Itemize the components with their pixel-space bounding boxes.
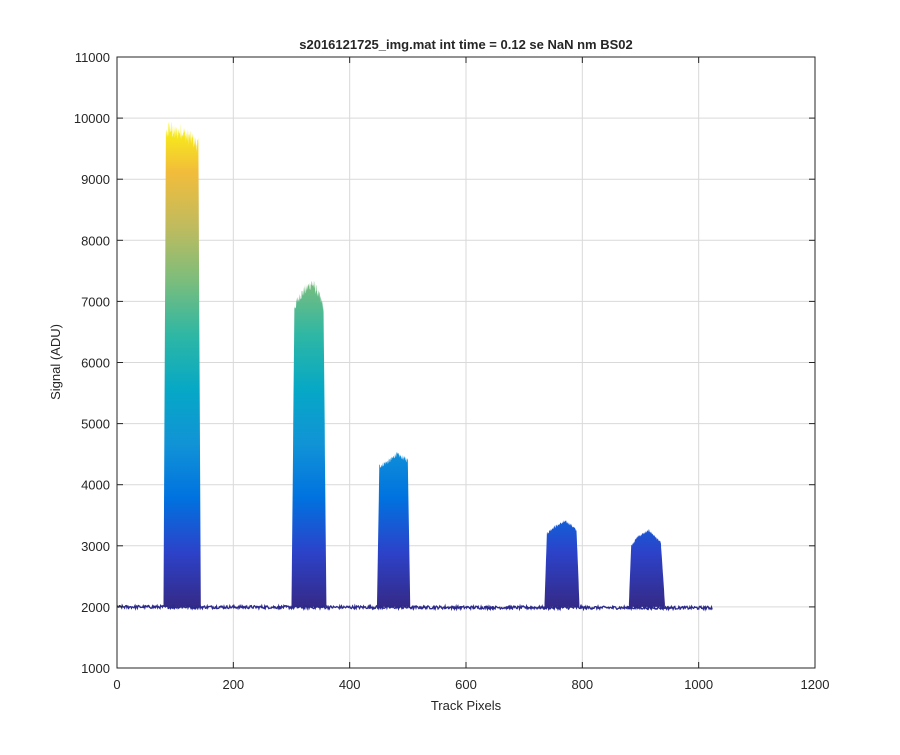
chart-title: s2016121725_img.mat int time = 0.12 se N… bbox=[299, 37, 633, 52]
y-tick-label: 10000 bbox=[74, 111, 110, 126]
x-axis-label: Track Pixels bbox=[431, 698, 502, 713]
grid bbox=[117, 57, 815, 668]
peak-5 bbox=[628, 529, 665, 607]
tick-labels: 0 200 400 600 800 1000 1200 1000 2000 3000 4000 500… bbox=[74, 50, 830, 692]
x-tick-label: 1000 bbox=[684, 677, 713, 692]
x-tick-label: 0 bbox=[113, 677, 120, 692]
x-tick-label: 200 bbox=[222, 677, 244, 692]
y-tick-label: 9000 bbox=[81, 172, 110, 187]
peak-2 bbox=[291, 281, 327, 607]
y-axis-label: Signal (ADU) bbox=[48, 324, 63, 400]
y-tick-label: 2000 bbox=[81, 600, 110, 615]
data-area bbox=[117, 121, 713, 612]
axes bbox=[116, 56, 816, 669]
peak-4 bbox=[544, 520, 580, 607]
peak-3 bbox=[377, 451, 411, 607]
y-tick-label: 6000 bbox=[81, 356, 110, 371]
x-tick-label: 800 bbox=[571, 677, 593, 692]
y-tick-label: 4000 bbox=[81, 478, 110, 493]
y-tick-label: 7000 bbox=[81, 294, 110, 309]
y-tick-label: 11000 bbox=[75, 50, 110, 65]
x-tick-label: 600 bbox=[455, 677, 477, 692]
y-tick-label: 5000 bbox=[81, 417, 110, 432]
x-tick-label: 400 bbox=[339, 677, 361, 692]
x-tick-label: 1200 bbox=[801, 677, 830, 692]
y-tick-label: 1000 bbox=[81, 661, 110, 676]
y-tick-label: 3000 bbox=[81, 539, 110, 554]
peak-1 bbox=[163, 121, 201, 607]
baseline-trace bbox=[117, 603, 713, 612]
y-tick-label: 8000 bbox=[81, 233, 110, 248]
